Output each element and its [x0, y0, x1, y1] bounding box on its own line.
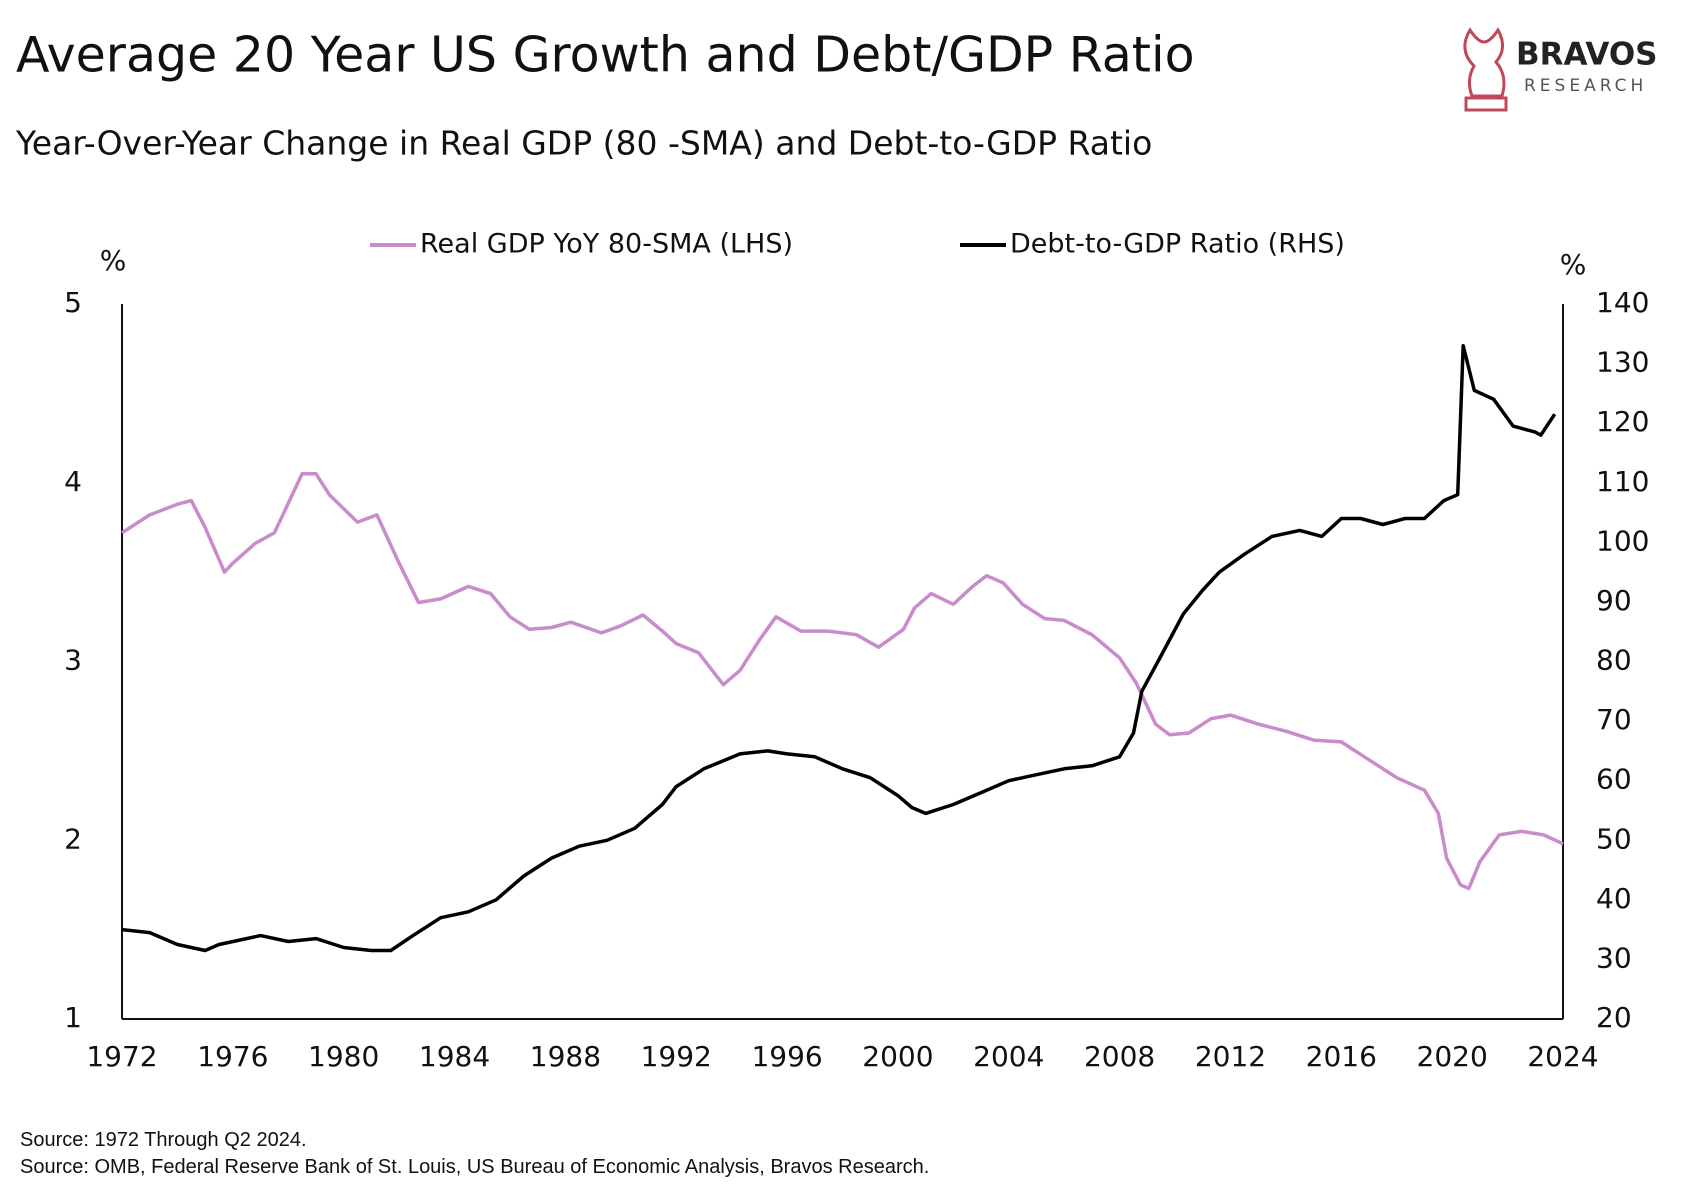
- x-tick-label: 1980: [308, 1040, 379, 1073]
- x-tick-label: 1972: [86, 1040, 157, 1073]
- x-tick-label: 1992: [641, 1040, 712, 1073]
- source: Source: OMB, Federal Reserve Bank of St.…: [20, 1156, 929, 1178]
- x-tick-label: 1996: [751, 1040, 822, 1073]
- y2-unit: %: [1560, 248, 1587, 281]
- logo-tagline: RESEARCH: [1524, 76, 1647, 96]
- note: Source: 1972 Through Q2 2024.: [20, 1129, 307, 1151]
- y-unit: %: [100, 244, 127, 277]
- y2-tick-label: 50: [1596, 822, 1632, 855]
- chart-subtitle: Year-Over-Year Change in Real GDP (80 -S…: [15, 124, 1152, 163]
- y2-tick-label: 100: [1596, 524, 1649, 557]
- series-line: [121, 343, 1557, 953]
- legend-label: Debt-to-GDP Ratio (RHS): [1010, 229, 1345, 260]
- y2-tick-label: 60: [1596, 763, 1632, 796]
- y-tick-label: 1: [64, 1001, 82, 1034]
- x-tick-label: 1984: [419, 1040, 490, 1073]
- y2-tick-label: 120: [1596, 405, 1649, 438]
- logo-icon: [1463, 27, 1506, 98]
- y-tick-label: 2: [64, 822, 82, 855]
- x-tick-label: 1976: [197, 1040, 268, 1073]
- logo-base: [1464, 96, 1508, 112]
- y2-tick-label: 130: [1596, 346, 1649, 379]
- y-tick-label: 3: [64, 644, 82, 677]
- x-tick-label: 2012: [1195, 1040, 1266, 1073]
- y-tick-label: 5: [64, 286, 82, 319]
- logo: BRAVOS RESEARCH: [1463, 27, 1658, 112]
- y2-tick-label: 110: [1596, 465, 1649, 498]
- y2-tick-label: 30: [1596, 941, 1632, 974]
- series-line: [121, 472, 1564, 891]
- y2-tick-label: 90: [1596, 584, 1632, 617]
- x-tick-label: 2024: [1527, 1040, 1598, 1073]
- y-tick-label: 4: [64, 465, 82, 498]
- x-tick-label: 2000: [862, 1040, 933, 1073]
- x-tick-label: 2016: [1306, 1040, 1377, 1073]
- y2-tick-label: 80: [1596, 644, 1632, 677]
- chart-title: Average 20 Year US Growth and Debt/GDP R…: [16, 27, 1195, 84]
- y2-tick-label: 40: [1596, 882, 1632, 915]
- y2-tick-label: 140: [1596, 286, 1649, 319]
- x-tick-label: 2004: [973, 1040, 1044, 1073]
- x-tick-label: 2020: [1417, 1040, 1488, 1073]
- y2-tick-label: 20: [1596, 1001, 1632, 1034]
- x-tick-label: 2008: [1084, 1040, 1155, 1073]
- logo-name: BRAVOS: [1516, 37, 1658, 73]
- y2-tick-label: 70: [1596, 703, 1632, 736]
- legend-label: Real GDP YoY 80-SMA (LHS): [420, 229, 793, 260]
- x-tick-label: 1988: [530, 1040, 601, 1073]
